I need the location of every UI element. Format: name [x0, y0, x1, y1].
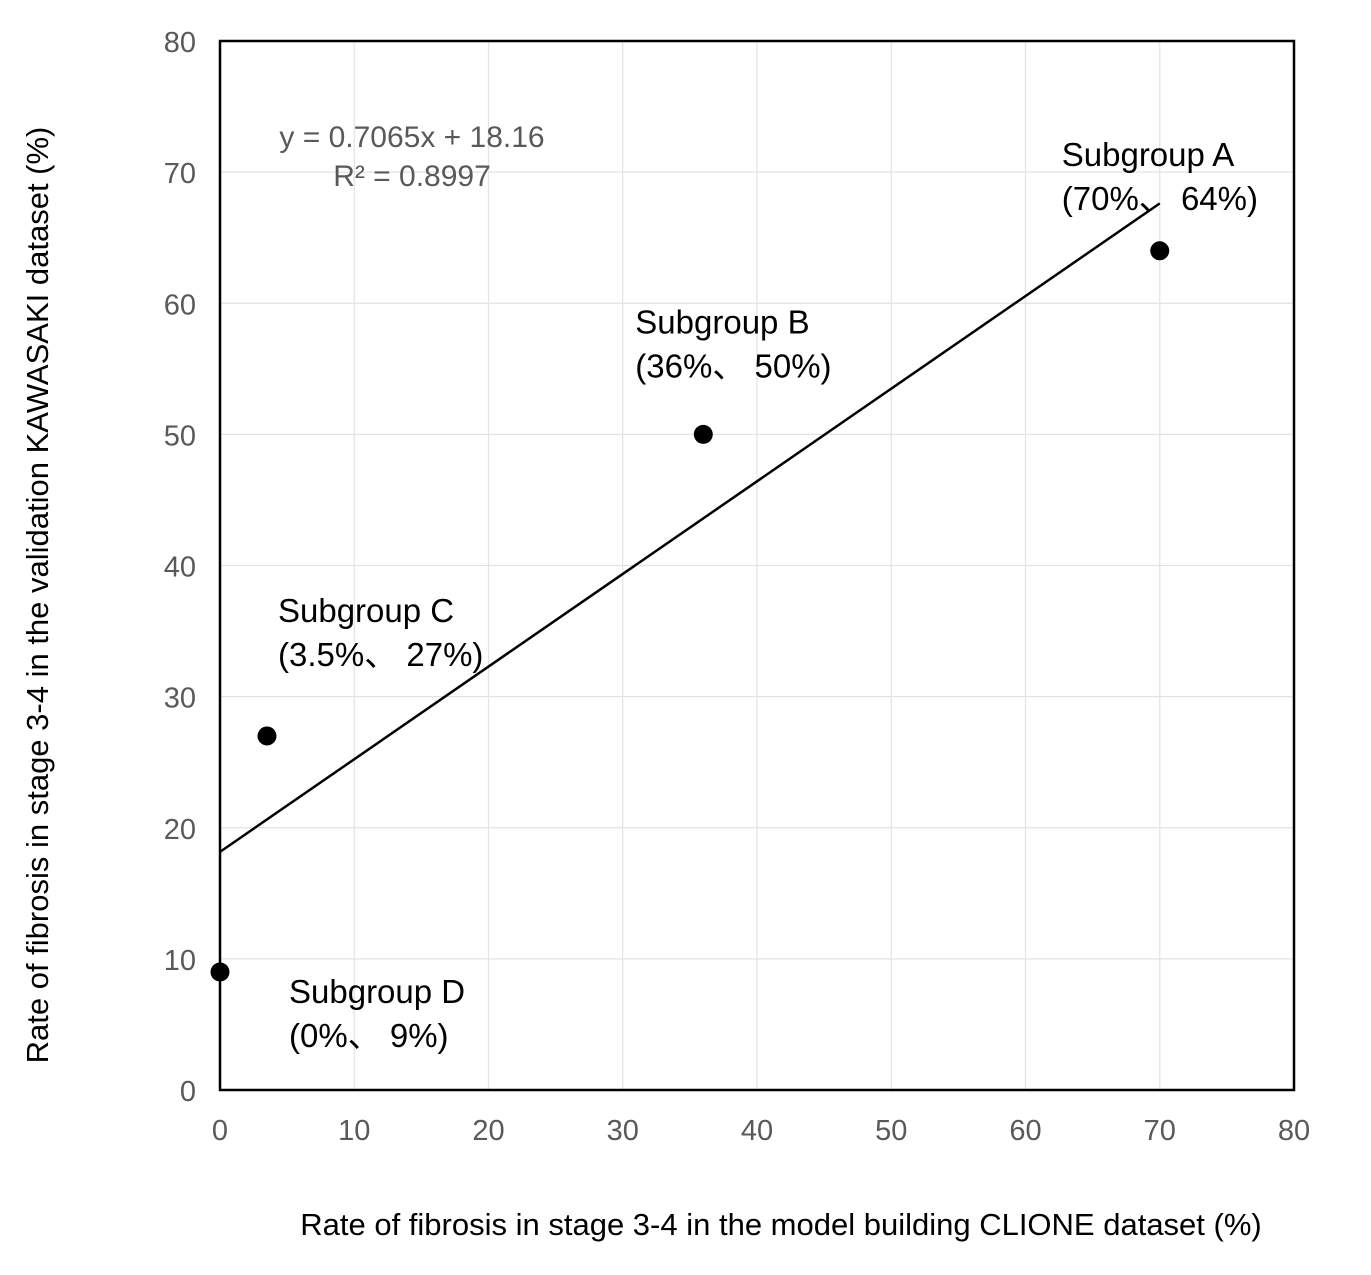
point-label-coords: (70%、 64%): [1062, 180, 1258, 217]
data-point: [1150, 241, 1170, 261]
y-tick-label: 10: [164, 945, 196, 977]
x-tick-label: 70: [1144, 1115, 1176, 1147]
point-label-name: Subgroup D: [289, 973, 465, 1010]
r-squared: R² = 0.8997: [333, 160, 491, 193]
trendline-equation: y = 0.7065x + 18.16: [279, 121, 544, 154]
y-tick-label: 40: [164, 552, 196, 584]
tick-labels: 0 10 20 30 40 50 60 70 80 0 10 20 30 40 50 60 70 80: [164, 27, 1310, 1147]
x-tick-label: 30: [607, 1115, 639, 1147]
point-label-name: Subgroup C: [278, 592, 454, 629]
y-tick-label: 60: [164, 289, 196, 321]
x-tick-label: 60: [1009, 1115, 1041, 1147]
point-labels: Subgroup A (70%、 64%) Subgroup B (36%、 50%)…: [278, 136, 1258, 1054]
plot-frame: [218, 39, 1296, 1092]
x-tick-label: 80: [1278, 1115, 1310, 1147]
y-axis-title: Rate of fibrosis in stage 3-4 in the val…: [20, 127, 55, 1064]
data-point: [210, 962, 230, 982]
trendline: [219, 202, 1161, 853]
point-label-name: Subgroup B: [635, 303, 809, 340]
y-tick-label: 80: [164, 27, 196, 59]
y-tick-label: 30: [164, 683, 196, 715]
point-label-coords: (0%、 9%): [289, 1017, 449, 1054]
y-tick-label: 20: [164, 814, 196, 846]
point-label-name: Subgroup A: [1062, 136, 1234, 173]
x-axis-title: Rate of fibrosis in stage 3-4 in the mod…: [300, 1207, 1261, 1242]
x-tick-label: 20: [472, 1115, 504, 1147]
point-label-coords: (36%、 50%): [635, 347, 831, 384]
y-tick-label: 50: [164, 420, 196, 452]
y-tick-label: 70: [164, 158, 196, 190]
data-point: [257, 726, 277, 746]
x-tick-label: 10: [338, 1115, 370, 1147]
x-tick-label: 40: [741, 1115, 773, 1147]
x-tick-label: 0: [212, 1115, 228, 1147]
y-tick-label: 0: [180, 1076, 196, 1108]
x-tick-label: 50: [875, 1115, 907, 1147]
point-label-coords: (3.5%、 27%): [278, 636, 483, 673]
data-point: [693, 424, 713, 444]
data-points: [210, 241, 1170, 982]
